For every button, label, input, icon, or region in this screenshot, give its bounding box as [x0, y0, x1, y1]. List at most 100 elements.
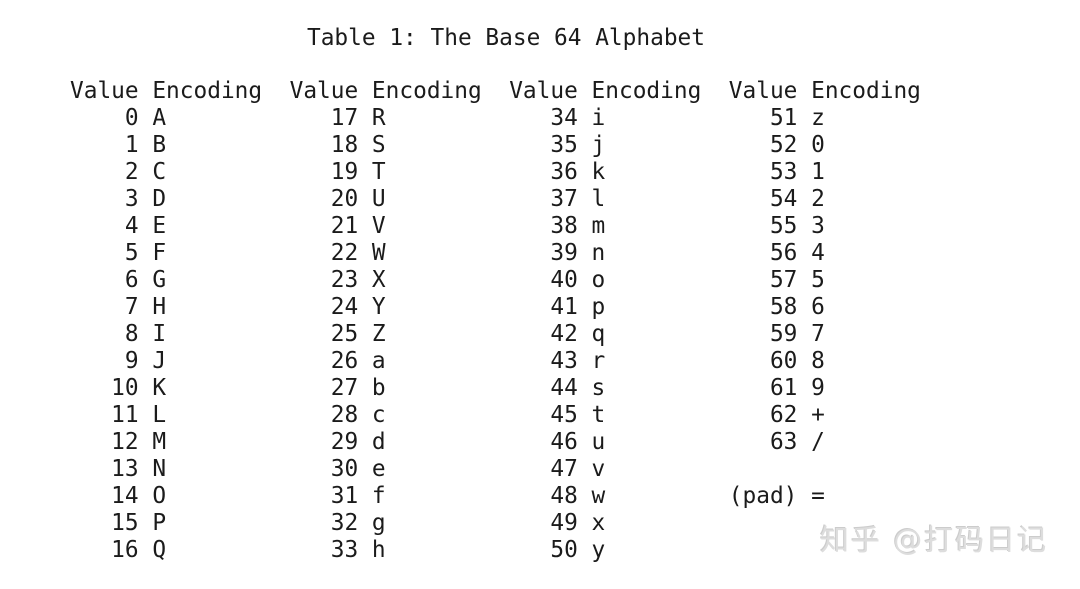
- table-row: 5 F: [70, 240, 290, 267]
- encoding-cell: +: [811, 402, 825, 428]
- encoding-cell: H: [152, 294, 167, 320]
- encoding-cell: j: [591, 132, 606, 158]
- value-cell: [729, 456, 798, 483]
- table-row: 0 A: [70, 105, 290, 132]
- value-cell: 54: [769, 186, 798, 212]
- encoding-cell: m: [591, 213, 606, 239]
- value-cell: 4: [124, 213, 139, 239]
- value-cell: 18: [330, 132, 359, 158]
- table-column-4: Value Encoding 51 z 52 0 53: [729, 78, 949, 564]
- value-cell: 53: [769, 159, 798, 185]
- table-row: 1 B: [70, 132, 290, 159]
- encoding-cell: r: [591, 348, 606, 374]
- value-cell: 60: [769, 348, 798, 374]
- encoding-cell: G: [152, 267, 167, 293]
- value-cell: 26: [330, 348, 359, 374]
- value-cell: 63: [769, 429, 798, 455]
- table-row: 38 m: [509, 213, 729, 240]
- value-cell: 17: [330, 105, 359, 131]
- value-cell: 36: [550, 159, 578, 185]
- table-row: 17 R: [290, 105, 510, 132]
- table-row: 20 U: [290, 186, 510, 213]
- encoding-cell: c: [371, 402, 386, 428]
- value-cell: 45: [550, 402, 578, 428]
- encoding-cell: K: [152, 375, 167, 401]
- table-row: 3 D: [70, 186, 290, 213]
- table-row: 48 w: [509, 483, 729, 510]
- value-cell: 35: [550, 132, 578, 158]
- table-row: 50 y: [509, 537, 729, 564]
- encoding-cell: 0: [811, 132, 825, 158]
- value-cell: 11: [111, 402, 139, 428]
- encoding-cell: =: [811, 483, 825, 509]
- table-row: 52 0: [729, 132, 949, 159]
- value-cell: 20: [330, 186, 359, 212]
- table-column-3: Value Encoding 34 i 35 j 36: [509, 78, 729, 564]
- value-cell: 50: [550, 537, 578, 563]
- encoding-cell: x: [591, 510, 606, 536]
- table-row: 60 8: [729, 348, 949, 375]
- table-row: 51 z: [729, 105, 949, 132]
- value-cell: 7: [124, 294, 139, 320]
- table-row: 59 7: [729, 321, 949, 348]
- value-cell: 59: [769, 321, 798, 347]
- encoding-cell: D: [152, 186, 167, 212]
- encoding-cell: g: [371, 510, 386, 536]
- table-row: 28 c: [290, 402, 510, 429]
- value-cell: 61: [769, 375, 798, 401]
- encoding-cell: h: [371, 537, 386, 563]
- value-cell: 33: [330, 537, 359, 563]
- table-row: 44 s: [509, 375, 729, 402]
- value-cell: 27: [330, 375, 359, 401]
- value-cell: 3: [124, 186, 139, 212]
- table-row: 30 e: [290, 456, 510, 483]
- value-cell: 38: [550, 213, 578, 239]
- encoding-cell: F: [152, 240, 167, 266]
- value-cell: 22: [330, 240, 359, 266]
- value-cell: 9: [124, 348, 139, 374]
- column-header: Value Encoding: [729, 78, 949, 105]
- table-row: 55 3: [729, 213, 949, 240]
- column-header: Value Encoding: [70, 78, 290, 105]
- value-cell: 6: [124, 267, 139, 293]
- value-cell: 56: [769, 240, 798, 266]
- value-cell: 12: [111, 429, 139, 455]
- table-row: 33 h: [290, 537, 510, 564]
- encoding-cell: z: [811, 105, 825, 131]
- table-row: 23 X: [290, 267, 510, 294]
- encoding-cell: S: [371, 132, 386, 158]
- value-cell: 31: [330, 483, 359, 509]
- column-rows: 51 z 52 0 53 1 54 2: [729, 105, 949, 510]
- value-cell: (pad): [728, 483, 798, 509]
- table-row: 62 +: [729, 402, 949, 429]
- table-row: 35 j: [509, 132, 729, 159]
- encoding-cell: V: [371, 213, 386, 239]
- table-row: 19 T: [290, 159, 510, 186]
- table-row: 4 E: [70, 213, 290, 240]
- value-cell: 14: [111, 483, 139, 509]
- value-cell: 15: [111, 510, 139, 536]
- encoding-cell: i: [591, 105, 606, 131]
- encoding-cell: 4: [811, 240, 825, 266]
- table-row: 16 Q: [70, 537, 290, 564]
- encoding-cell: o: [591, 267, 606, 293]
- table-row: 22 W: [290, 240, 510, 267]
- table-row: 2 C: [70, 159, 290, 186]
- value-cell: 0: [124, 105, 139, 131]
- encoding-cell: u: [591, 429, 606, 455]
- value-cell: 2: [124, 159, 139, 185]
- encoding-cell: 7: [811, 321, 825, 347]
- encoding-header: Encoding: [371, 78, 482, 104]
- table-row: 13 N: [70, 456, 290, 483]
- encoding-cell: M: [152, 429, 167, 455]
- value-cell: 21: [330, 213, 359, 239]
- encoding-cell: 5: [811, 267, 825, 293]
- encoding-cell: v: [591, 456, 606, 482]
- value-cell: 1: [124, 132, 139, 158]
- table-row: (pad) =: [729, 483, 949, 510]
- encoding-cell: w: [591, 483, 606, 509]
- encoding-cell: Y: [371, 294, 386, 320]
- value-cell: 52: [769, 132, 798, 158]
- encoding-cell: I: [152, 321, 167, 347]
- encoding-cell: Q: [152, 537, 167, 563]
